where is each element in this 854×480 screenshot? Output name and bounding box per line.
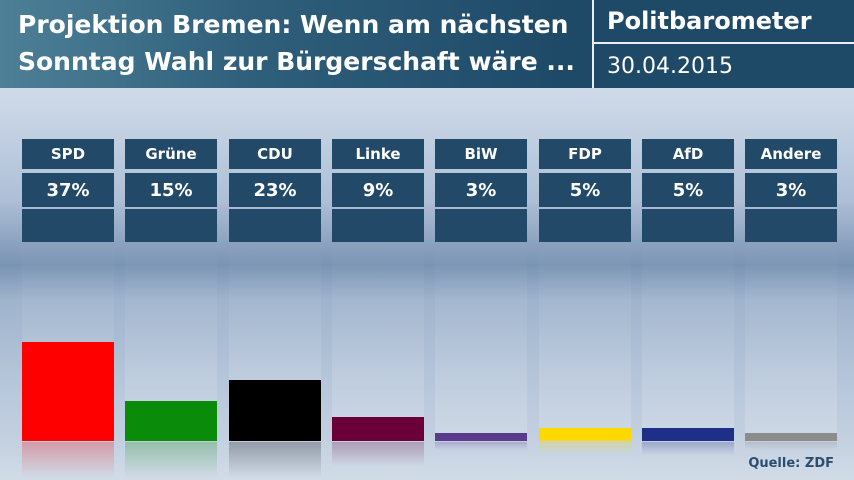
header-cell-andere bbox=[745, 209, 837, 242]
value-label-afd: 5% bbox=[642, 173, 734, 207]
bar-reflection-gr-ne bbox=[125, 442, 217, 478]
bar-reflection-spd bbox=[22, 442, 114, 478]
value-label-andere: 3% bbox=[745, 173, 837, 207]
category-label-gr-ne: Grüne bbox=[125, 139, 217, 169]
bar-linke bbox=[332, 417, 424, 441]
category-label-cdu: CDU bbox=[229, 139, 321, 169]
value-label-fdp: 5% bbox=[539, 173, 631, 207]
header-divider-vertical bbox=[592, 0, 594, 88]
header-cell-fdp bbox=[539, 209, 631, 242]
bar-reflection-andere bbox=[745, 442, 837, 450]
bar-gr-ne bbox=[125, 401, 217, 441]
column-background-fdp bbox=[539, 240, 631, 440]
value-label-spd: 37% bbox=[22, 173, 114, 207]
header-cell-cdu bbox=[229, 209, 321, 242]
category-label-afd: AfD bbox=[642, 139, 734, 169]
category-label-spd: SPD bbox=[22, 139, 114, 169]
column-background-andere bbox=[745, 240, 837, 440]
column-background-afd bbox=[642, 240, 734, 440]
bar-cdu bbox=[229, 380, 321, 441]
bar-spd bbox=[22, 342, 114, 441]
value-label-biw: 3% bbox=[435, 173, 527, 207]
header-cell-linke bbox=[332, 209, 424, 242]
value-label-cdu: 23% bbox=[229, 173, 321, 207]
header-cell-afd bbox=[642, 209, 734, 242]
bar-reflection-biw bbox=[435, 442, 527, 450]
header-cell-gr-ne bbox=[125, 209, 217, 242]
bar-reflection-afd bbox=[642, 442, 734, 455]
bar-biw bbox=[435, 433, 527, 441]
category-label-biw: BiW bbox=[435, 139, 527, 169]
brand-label: Politbarometer bbox=[607, 7, 812, 35]
date-label: 30.04.2015 bbox=[607, 54, 733, 79]
header-divider-horizontal bbox=[594, 42, 854, 44]
category-label-andere: Andere bbox=[745, 139, 837, 169]
source-label: Quelle: ZDF bbox=[748, 456, 834, 471]
category-label-fdp: FDP bbox=[539, 139, 631, 169]
bar-reflection-linke bbox=[332, 442, 424, 466]
value-label-gr-ne: 15% bbox=[125, 173, 217, 207]
bar-reflection-fdp bbox=[539, 442, 631, 455]
bar-fdp bbox=[539, 428, 631, 441]
bar-afd bbox=[642, 428, 734, 441]
header-cell-spd bbox=[22, 209, 114, 242]
bar-reflection-cdu bbox=[229, 442, 321, 478]
header-banner: Projektion Bremen: Wenn am nächsten Sonn… bbox=[0, 0, 854, 88]
header-cell-biw bbox=[435, 209, 527, 242]
column-background-biw bbox=[435, 240, 527, 440]
chart-title: Projektion Bremen: Wenn am nächsten Sonn… bbox=[18, 10, 575, 76]
category-label-linke: Linke bbox=[332, 139, 424, 169]
value-label-linke: 9% bbox=[332, 173, 424, 207]
column-background-linke bbox=[332, 240, 424, 440]
bar-andere bbox=[745, 433, 837, 441]
